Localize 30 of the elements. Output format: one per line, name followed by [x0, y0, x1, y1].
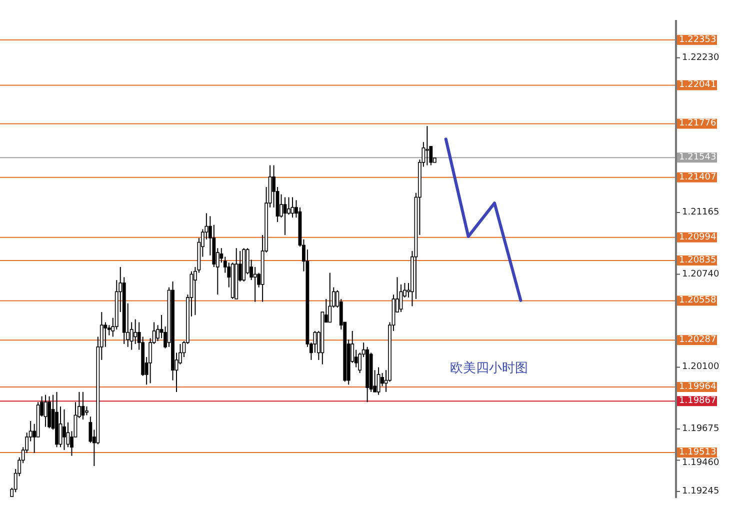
- candlestick: [44, 394, 48, 428]
- candlestick: [253, 266, 257, 302]
- candlestick: [425, 126, 429, 166]
- candlestick: [376, 366, 380, 396]
- candlestick: [287, 196, 290, 216]
- ref-line-label: 1.20994: [679, 232, 716, 242]
- ref-line-label: 1.22353: [679, 34, 716, 45]
- ref-line-label: 1.21776: [679, 118, 716, 129]
- ref-line-label: 1.20835: [679, 255, 716, 266]
- y-tick-label: 1.20100: [682, 362, 720, 372]
- y-tick-label: 1.19675: [682, 424, 720, 434]
- candlestick: [104, 322, 108, 348]
- ref-line-label: 1.22041: [679, 80, 716, 90]
- ref-line-label: 1.20287: [679, 335, 716, 346]
- ref-line-label: 1.19867: [679, 396, 716, 406]
- ref-line-label: 1.21543: [679, 152, 716, 163]
- y-tick-label: 1.19245: [682, 486, 720, 496]
- ref-line-label: 1.20558: [679, 296, 716, 306]
- y-tick-label: 1.19460: [682, 458, 720, 468]
- ref-line-label: 1.19513: [679, 448, 716, 458]
- y-tick-label: 1.20740: [682, 269, 720, 280]
- line-series: [444, 138, 522, 302]
- candlestick: [62, 408, 66, 451]
- ref-line-label: 1.19964: [679, 382, 716, 392]
- y-tick-label: 1.22230: [682, 52, 720, 63]
- candlestick: [134, 318, 138, 344]
- ref-line-label: 1.21407: [679, 172, 716, 182]
- y-tick-label: 1.21165: [682, 208, 720, 218]
- annotation: 欧美四小时图: [450, 360, 528, 376]
- candlestick: [328, 272, 332, 323]
